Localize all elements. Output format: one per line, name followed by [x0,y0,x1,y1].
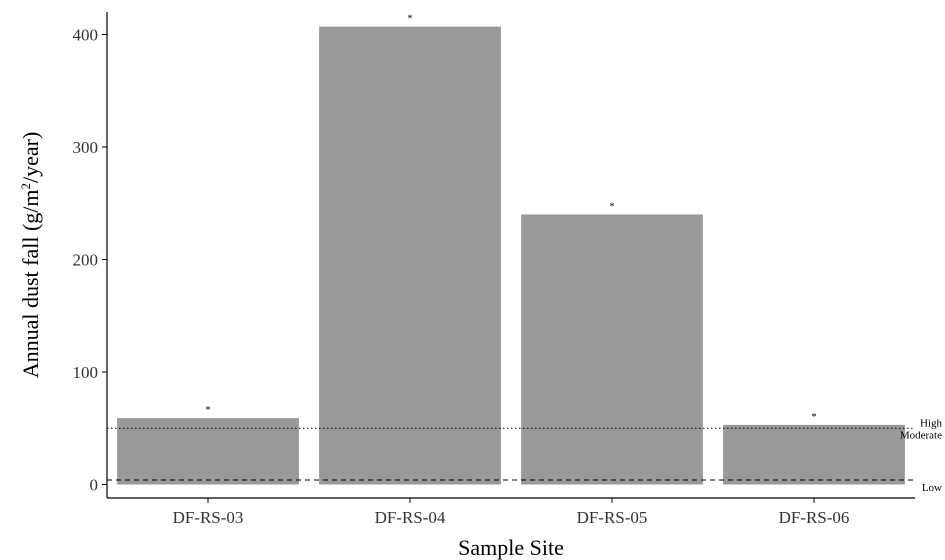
y-tick-label: 100 [73,363,99,382]
reference-label-high: High [920,417,943,429]
y-tick-label: 300 [73,138,99,157]
bar-df-rs-06 [723,424,905,485]
y-tick-label: 0 [90,476,99,495]
y-axis-title-end: /year) [18,132,43,183]
significance-mark: * [610,202,615,213]
axes-group: 0 100 200 300 400 DF-RS-03 DF-RS-04 DF-RS-05 DF-… [73,12,915,527]
significance-mark: * [206,405,211,416]
reference-label-moderate: Moderate [900,429,942,441]
x-axis-title: Sample Site [458,535,564,560]
bars-group [117,26,905,485]
significance-mark: * [812,412,817,423]
y-axis-title: Annual dust fall (g/m2/year) [18,132,43,379]
y-axis-title-main: Annual dust fall (g/m [18,189,43,378]
x-tick-label: DF-RS-05 [577,508,648,527]
x-tick-label: DF-RS-03 [173,508,244,527]
bar-df-rs-05 [521,214,703,485]
x-tick-label: DF-RS-06 [779,508,850,527]
y-tick-label: 200 [73,251,99,270]
bar-df-rs-04 [319,26,501,485]
significance-marks-group: * * * * [206,14,817,423]
y-tick-label: 400 [73,26,99,45]
bar-df-rs-03 [117,418,299,485]
reference-label-low: Low [922,482,942,494]
y-axis-title-superscript: 2 [18,183,33,190]
significance-mark: * [408,14,413,25]
x-tick-label: DF-RS-04 [375,508,446,527]
